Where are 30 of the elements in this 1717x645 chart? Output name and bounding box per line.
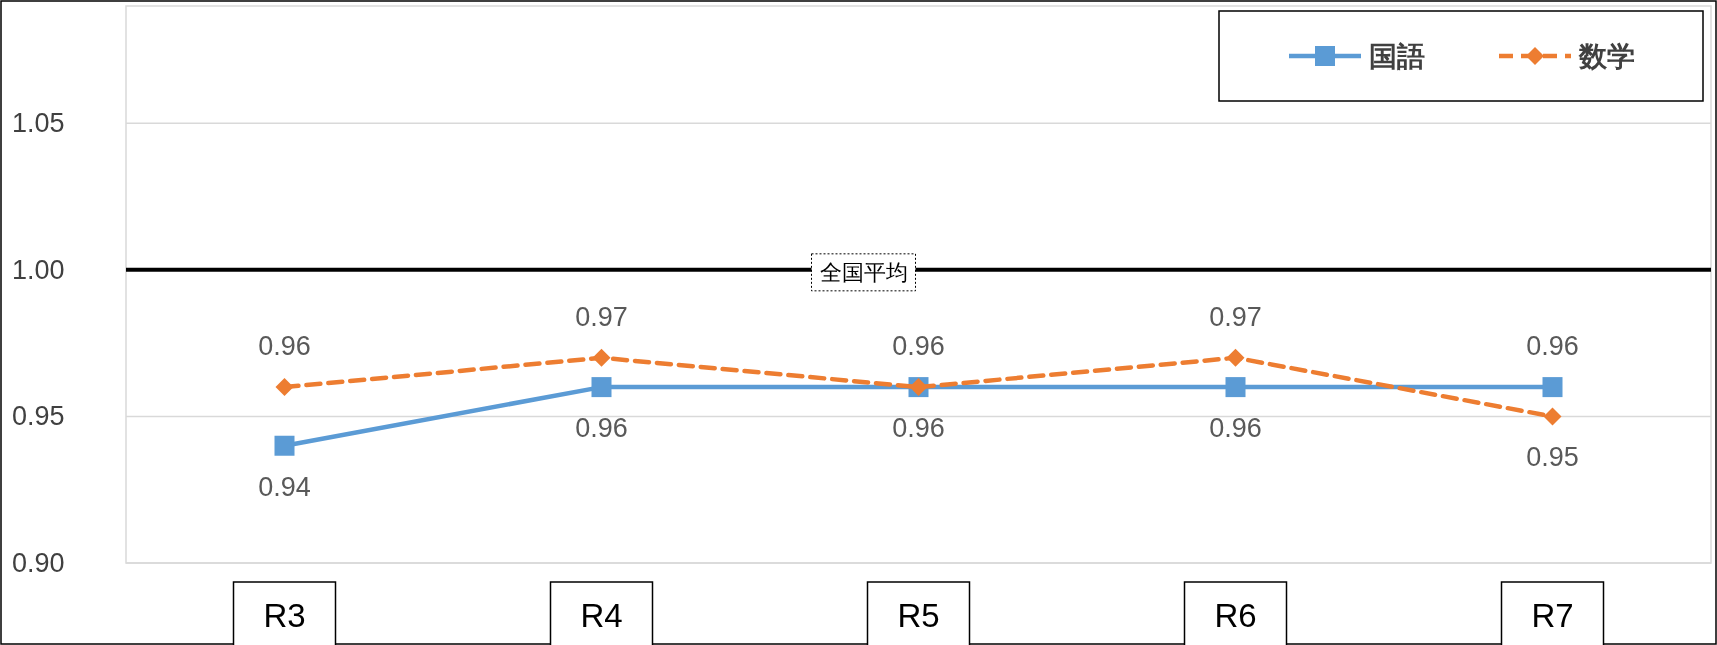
y-tick-label: 0.90 [12,548,65,578]
data-label: 0.97 [1209,301,1262,332]
data-label: 0.95 [1526,442,1579,473]
data-label: 0.94 [258,471,311,502]
point [1225,377,1246,398]
x-tick-label: R7 [1531,597,1574,634]
ref-line-label: 全国平均 [819,259,908,285]
y-tick-label: 1.00 [12,254,65,285]
data-label: 0.96 [1209,413,1262,444]
data-label: 0.96 [575,413,628,444]
point [274,435,295,456]
data-label: 0.96 [892,413,945,444]
y-tick-label: 1.05 [12,108,65,139]
data-label: 0.97 [575,301,628,332]
x-tick-label: R5 [897,597,940,634]
point [1226,348,1245,367]
point [1542,377,1563,398]
point [275,378,294,397]
legend-label: 国語 [1369,41,1425,72]
data-label: 0.96 [1526,331,1579,362]
y-tick-label: 0.95 [12,401,65,432]
point [592,348,611,367]
point [1543,407,1562,426]
data-label: 0.96 [892,331,945,362]
legend-label: 数学 [1578,41,1635,72]
x-tick-label: R4 [580,597,623,634]
x-tick-label: R6 [1214,597,1257,634]
data-label: 0.96 [258,331,311,362]
point [591,377,612,398]
x-tick-label: R3 [263,597,306,634]
